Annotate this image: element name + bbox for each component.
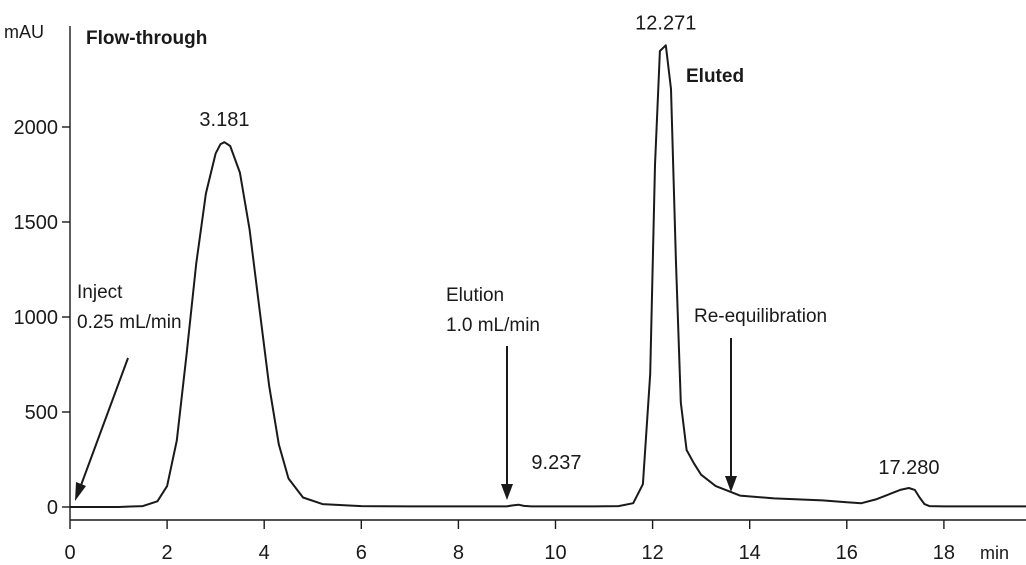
peak-label-9-237: 9.237 (531, 452, 581, 474)
y-ticks: 0 500 1000 1500 2000 (14, 117, 70, 519)
y-tick-label: 500 (25, 402, 58, 424)
x-tick-label: 12 (641, 542, 663, 564)
y-tick-label: 1500 (14, 212, 59, 234)
x-tick-label: 4 (259, 542, 270, 564)
elution-label-line2: 1.0 mL/min (446, 315, 540, 336)
annotations: Flow-through Eluted Inject 0.25 mL/min E… (75, 28, 827, 501)
x-ticks: 0 2 4 6 8 10 12 14 16 18 (64, 520, 955, 564)
peak-labels: 3.181 9.237 12.271 17.280 (199, 12, 939, 479)
x-tick-label: 16 (836, 542, 858, 564)
inject-arrow-head (75, 482, 86, 501)
x-tick-label: 6 (356, 542, 367, 564)
y-tick-label: 1000 (14, 307, 59, 329)
eluted-label: Eluted (686, 66, 744, 87)
elution-arrow-head (501, 484, 513, 500)
x-tick-label: 10 (544, 542, 566, 564)
peak-label-17-280: 17.280 (878, 457, 939, 479)
axes (69, 26, 1026, 521)
peak-label-3-181: 3.181 (199, 109, 249, 131)
x-axis-unit: min (980, 543, 1009, 563)
y-tick-label: 0 (47, 497, 58, 519)
x-tick-label: 0 (64, 542, 75, 564)
elution-label-line1: Elution (446, 285, 504, 306)
inject-label-line2: 0.25 mL/min (77, 312, 182, 333)
inject-arrow-line (79, 357, 129, 489)
chromatogram-trace (70, 44, 1026, 508)
reequilibration-label: Re-equilibration (694, 306, 827, 327)
x-tick-label: 8 (453, 542, 464, 564)
flow-through-label: Flow-through (86, 28, 207, 49)
peak-label-12-271: 12.271 (635, 12, 696, 34)
x-tick-label: 18 (933, 542, 955, 564)
reequilibration-arrow-head (725, 476, 737, 492)
x-tick-label: 2 (162, 542, 173, 564)
inject-label-line1: Inject (77, 282, 123, 303)
y-tick-label: 2000 (14, 117, 59, 139)
y-axis-unit: mAU (4, 22, 44, 42)
x-tick-label: 14 (739, 542, 761, 564)
